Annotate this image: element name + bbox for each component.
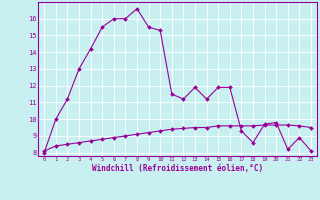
X-axis label: Windchill (Refroidissement éolien,°C): Windchill (Refroidissement éolien,°C) [92,164,263,173]
